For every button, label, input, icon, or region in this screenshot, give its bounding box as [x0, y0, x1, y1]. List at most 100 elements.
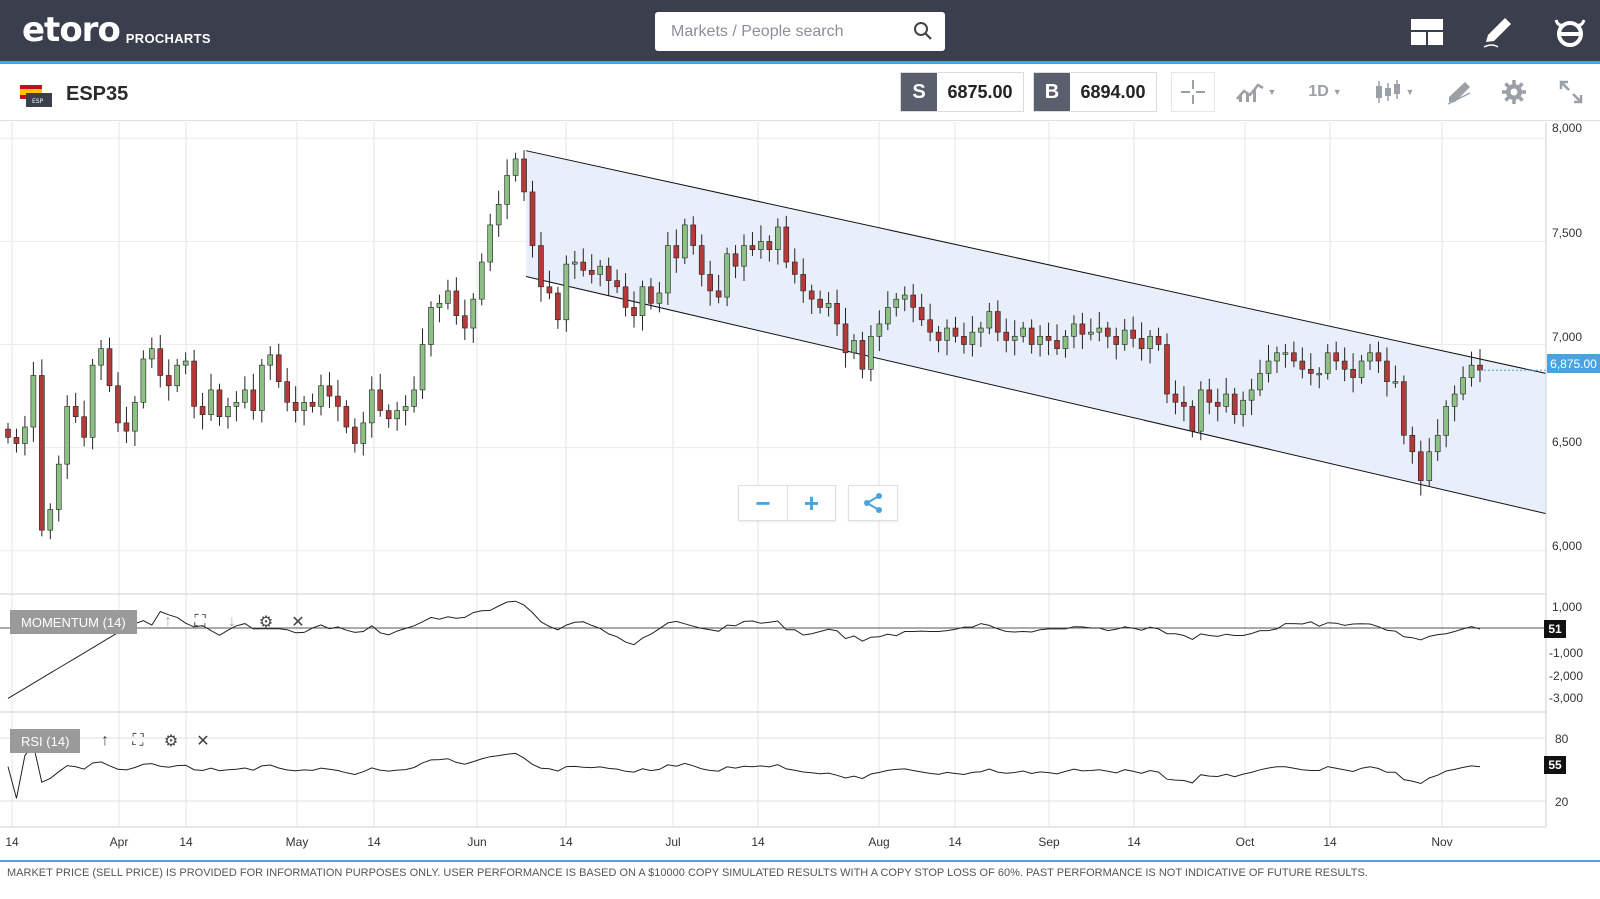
candle-body — [800, 274, 807, 292]
search-input[interactable] — [655, 12, 905, 51]
candle-style-icon — [1375, 80, 1400, 103]
candle-body — [242, 389, 248, 403]
close-icon[interactable]: ✕ — [291, 614, 305, 631]
candle-body — [233, 401, 240, 407]
candle-body — [622, 286, 629, 308]
candle-body — [927, 319, 933, 333]
price-chart[interactable] — [0, 122, 1600, 860]
zoom-in-button[interactable]: + — [787, 486, 835, 520]
sell-button[interactable]: S 6875.00 — [900, 72, 1024, 112]
channel-lower-line — [525, 275, 1547, 515]
share-control — [848, 485, 898, 521]
etoro-logo[interactable]: etoro PROCHARTS — [22, 10, 211, 50]
crosshair-button[interactable] — [1171, 72, 1215, 112]
candle-body — [1096, 327, 1103, 333]
fullscreen-button[interactable] — [1549, 72, 1593, 112]
candle-body — [1333, 352, 1339, 362]
candle-body — [910, 294, 916, 308]
move-up-icon[interactable]: ↑ — [101, 732, 109, 749]
candle-body — [783, 226, 790, 263]
candle-body — [1062, 335, 1069, 349]
candle-style-button[interactable]: ▼ — [1363, 72, 1425, 112]
rsi-indicator-label[interactable]: RSI (14) — [10, 729, 81, 753]
candle-body — [360, 422, 367, 444]
candle-body — [284, 381, 290, 403]
candle-body — [648, 286, 654, 304]
zoom-controls: − + — [738, 485, 836, 521]
candle-body — [258, 364, 265, 411]
layout-icon[interactable] — [1408, 12, 1448, 52]
momentum-indicator-label[interactable]: MOMENTUM (14) — [10, 610, 137, 634]
interval-label: 1D — [1308, 83, 1329, 100]
candle-body — [1020, 327, 1026, 337]
candle-body — [986, 311, 993, 329]
candle-body — [901, 294, 908, 300]
chart-type-button[interactable]: ▼ — [1225, 72, 1287, 112]
close-icon[interactable]: ✕ — [196, 733, 210, 750]
x-tick-label: 14 — [1127, 835, 1141, 849]
candle-body — [1181, 401, 1187, 407]
instrument-symbol: ESP35 — [66, 83, 129, 105]
candle-body — [572, 261, 578, 265]
footer-divider — [0, 860, 1600, 862]
candle-body — [1054, 340, 1060, 349]
candle-body — [1350, 368, 1356, 378]
momentum-tick-label: -2,000 — [1549, 669, 1584, 683]
candle-body — [817, 298, 823, 308]
drawing-tools-button[interactable] — [1437, 72, 1481, 112]
candle-body — [825, 302, 832, 308]
candle-body — [614, 280, 620, 288]
candle-body — [394, 410, 400, 420]
x-tick-label: Apr — [109, 835, 129, 849]
candle-body — [597, 265, 603, 275]
candle-body — [741, 245, 747, 267]
maximize-icon[interactable]: ⛶ — [194, 613, 206, 630]
candle-body — [1257, 373, 1263, 391]
chevron-down-icon: ▼ — [1405, 87, 1415, 97]
maximize-icon[interactable]: ⛶ — [132, 732, 144, 749]
candle-body — [1028, 327, 1035, 345]
candle-body — [766, 241, 773, 250]
zoom-out-button[interactable]: − — [755, 487, 771, 518]
candle-body — [132, 401, 138, 432]
settings-button[interactable] — [1492, 72, 1536, 112]
candle-body — [1155, 335, 1162, 345]
candle-body — [944, 327, 950, 341]
candle-body — [994, 311, 1001, 333]
sell-tag: S — [901, 73, 937, 111]
disclaimer-text: MARKET PRICE (SELL PRICE) IS PROVIDED FO… — [0, 862, 1600, 899]
indicator-settings-icon[interactable]: ⚙ — [163, 733, 179, 750]
candle-body — [707, 274, 713, 292]
fullscreen-icon — [1559, 80, 1583, 104]
candle-body — [462, 315, 468, 329]
rsi-tick-label: 20 — [1555, 795, 1569, 809]
candle-body — [419, 344, 426, 391]
move-up-icon[interactable]: ↑ — [164, 613, 172, 630]
candle-body — [436, 302, 443, 308]
share-button[interactable] — [849, 486, 897, 520]
search-box[interactable] — [655, 12, 945, 51]
interval-selector[interactable]: 1D ▼ — [1297, 72, 1353, 112]
candle-body — [885, 307, 891, 325]
candle-body — [1384, 360, 1390, 382]
crosshair-icon — [1181, 80, 1205, 104]
candle-body — [1223, 393, 1230, 407]
candle-body — [1003, 331, 1010, 341]
candle-body — [13, 437, 20, 444]
candle-body — [478, 261, 485, 300]
indicator-settings-icon[interactable]: ⚙ — [258, 614, 274, 631]
candle-body — [1079, 323, 1086, 335]
move-down-icon[interactable]: ↓ — [228, 613, 236, 630]
candle-body — [690, 224, 697, 246]
etoro-user-icon[interactable] — [1550, 12, 1590, 52]
candle-body — [1231, 393, 1238, 415]
search-icon[interactable] — [913, 21, 933, 41]
candle-body — [504, 175, 510, 205]
candle-body — [1451, 393, 1458, 407]
candle-body — [225, 406, 231, 418]
buy-button[interactable]: B 6894.00 — [1033, 72, 1157, 112]
pencil-icon[interactable] — [1478, 12, 1518, 52]
candle-body — [1248, 389, 1255, 401]
candle-body — [1147, 335, 1153, 349]
candle-body — [808, 290, 815, 300]
